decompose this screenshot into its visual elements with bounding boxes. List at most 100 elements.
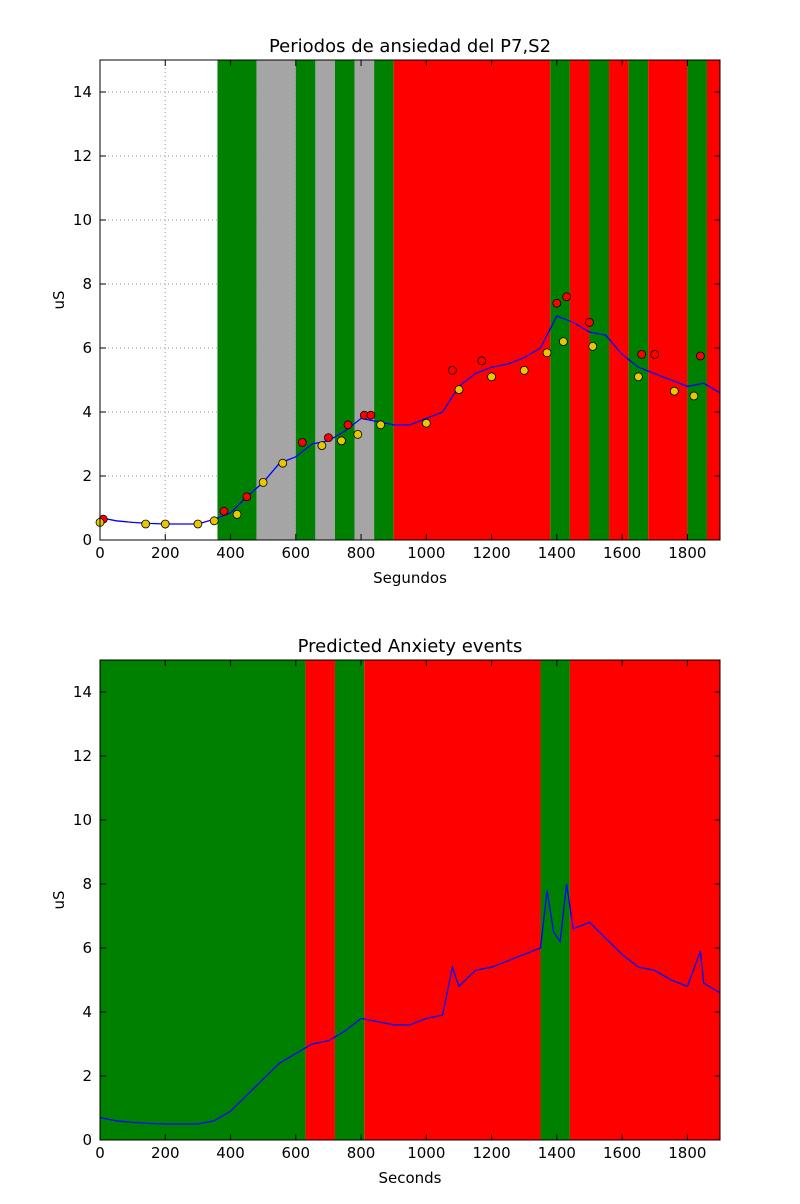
x-tick-label: 200 <box>151 544 180 562</box>
y-tick-label: 0 <box>82 1131 92 1149</box>
marker <box>278 458 288 468</box>
x-tick-label: 800 <box>347 1144 376 1162</box>
x-tick-label: 1600 <box>603 1144 641 1162</box>
x-tick-label: 400 <box>216 1144 245 1162</box>
chart-title: Predicted Anxiety events <box>298 636 523 657</box>
marker <box>219 506 229 516</box>
x-tick-label: 0 <box>95 544 105 562</box>
x-tick-label: 1800 <box>668 544 706 562</box>
y-tick-label: 14 <box>73 83 92 101</box>
marker <box>585 317 594 327</box>
x-tick-label: 400 <box>216 544 245 562</box>
x-tick-label: 1600 <box>603 544 641 562</box>
marker <box>209 516 219 526</box>
y-tick-label: 12 <box>73 747 92 765</box>
y-axis-label: uS <box>50 890 68 909</box>
event-span <box>550 60 570 540</box>
x-tick-label: 200 <box>151 1144 180 1162</box>
event-span <box>364 660 541 1140</box>
marker <box>141 519 151 529</box>
x-tick-label: 1400 <box>538 1144 576 1162</box>
x-tick-label: 1200 <box>472 544 510 562</box>
event-span <box>540 660 570 1140</box>
y-tick-label: 8 <box>82 875 92 893</box>
event-span <box>589 60 610 540</box>
marker <box>689 391 699 401</box>
x-tick-label: 1000 <box>407 544 445 562</box>
y-tick-label: 6 <box>82 339 92 357</box>
marker <box>366 410 376 420</box>
marker <box>477 356 487 366</box>
y-tick-label: 6 <box>82 939 92 957</box>
marker <box>258 477 268 487</box>
x-tick-label: 1800 <box>668 1144 706 1162</box>
event-span <box>100 660 306 1140</box>
event-span <box>687 60 707 540</box>
event-span <box>393 60 551 540</box>
marker <box>297 437 307 447</box>
marker <box>519 365 529 375</box>
y-tick-label: 4 <box>82 1003 92 1021</box>
y-tick-label: 10 <box>73 811 92 829</box>
marker <box>454 385 464 395</box>
marker <box>343 420 353 430</box>
y-tick-label: 0 <box>82 531 92 549</box>
marker <box>696 351 705 361</box>
y-axis-label: uS <box>50 290 68 309</box>
marker <box>337 436 346 446</box>
event-span <box>305 660 335 1140</box>
marker <box>353 429 363 439</box>
event-span <box>706 60 720 540</box>
x-tick-label: 1400 <box>538 544 576 562</box>
chart-title: Periodos de ansiedad del P7,S2 <box>269 36 551 57</box>
marker <box>193 519 203 529</box>
x-axis-label: Segundos <box>373 569 447 587</box>
event-span <box>334 60 355 540</box>
event-span <box>569 60 590 540</box>
marker <box>160 519 170 529</box>
marker <box>242 492 252 502</box>
x-tick-label: 1000 <box>407 1144 445 1162</box>
event-span <box>569 660 720 1140</box>
marker <box>650 349 660 359</box>
marker <box>376 420 386 430</box>
x-tick-label: 0 <box>95 1144 105 1162</box>
marker <box>324 433 333 443</box>
y-tick-label: 10 <box>73 211 92 229</box>
x-tick-label: 600 <box>281 1144 310 1162</box>
event-span <box>628 60 649 540</box>
marker <box>637 349 647 359</box>
marker <box>669 386 679 396</box>
marker <box>552 298 562 308</box>
y-tick-label: 14 <box>73 683 92 701</box>
marker <box>562 292 572 302</box>
x-tick-label: 800 <box>347 544 376 562</box>
marker <box>542 348 552 358</box>
x-tick-label: 1200 <box>472 1144 510 1162</box>
signal-line <box>99 315 721 525</box>
x-axis-label: Seconds <box>378 1169 441 1187</box>
y-tick-label: 4 <box>82 403 92 421</box>
y-tick-label: 2 <box>82 467 92 485</box>
event-span <box>334 660 365 1140</box>
event-span <box>374 60 394 540</box>
marker <box>487 372 496 382</box>
marker <box>421 418 431 428</box>
y-tick-label: 2 <box>82 1067 92 1085</box>
marker <box>588 341 598 351</box>
event-span <box>217 60 257 540</box>
marker <box>232 510 242 519</box>
marker <box>634 372 643 382</box>
marker <box>317 441 327 451</box>
axes-frame <box>99 59 721 541</box>
event-span <box>295 60 316 540</box>
marker <box>448 365 457 375</box>
event-span <box>315 60 335 540</box>
event-span <box>354 60 375 540</box>
event-span <box>609 60 629 540</box>
y-tick-label: 12 <box>73 147 92 165</box>
event-span <box>648 60 688 540</box>
marker <box>558 337 568 347</box>
axes-frame <box>99 659 721 1141</box>
